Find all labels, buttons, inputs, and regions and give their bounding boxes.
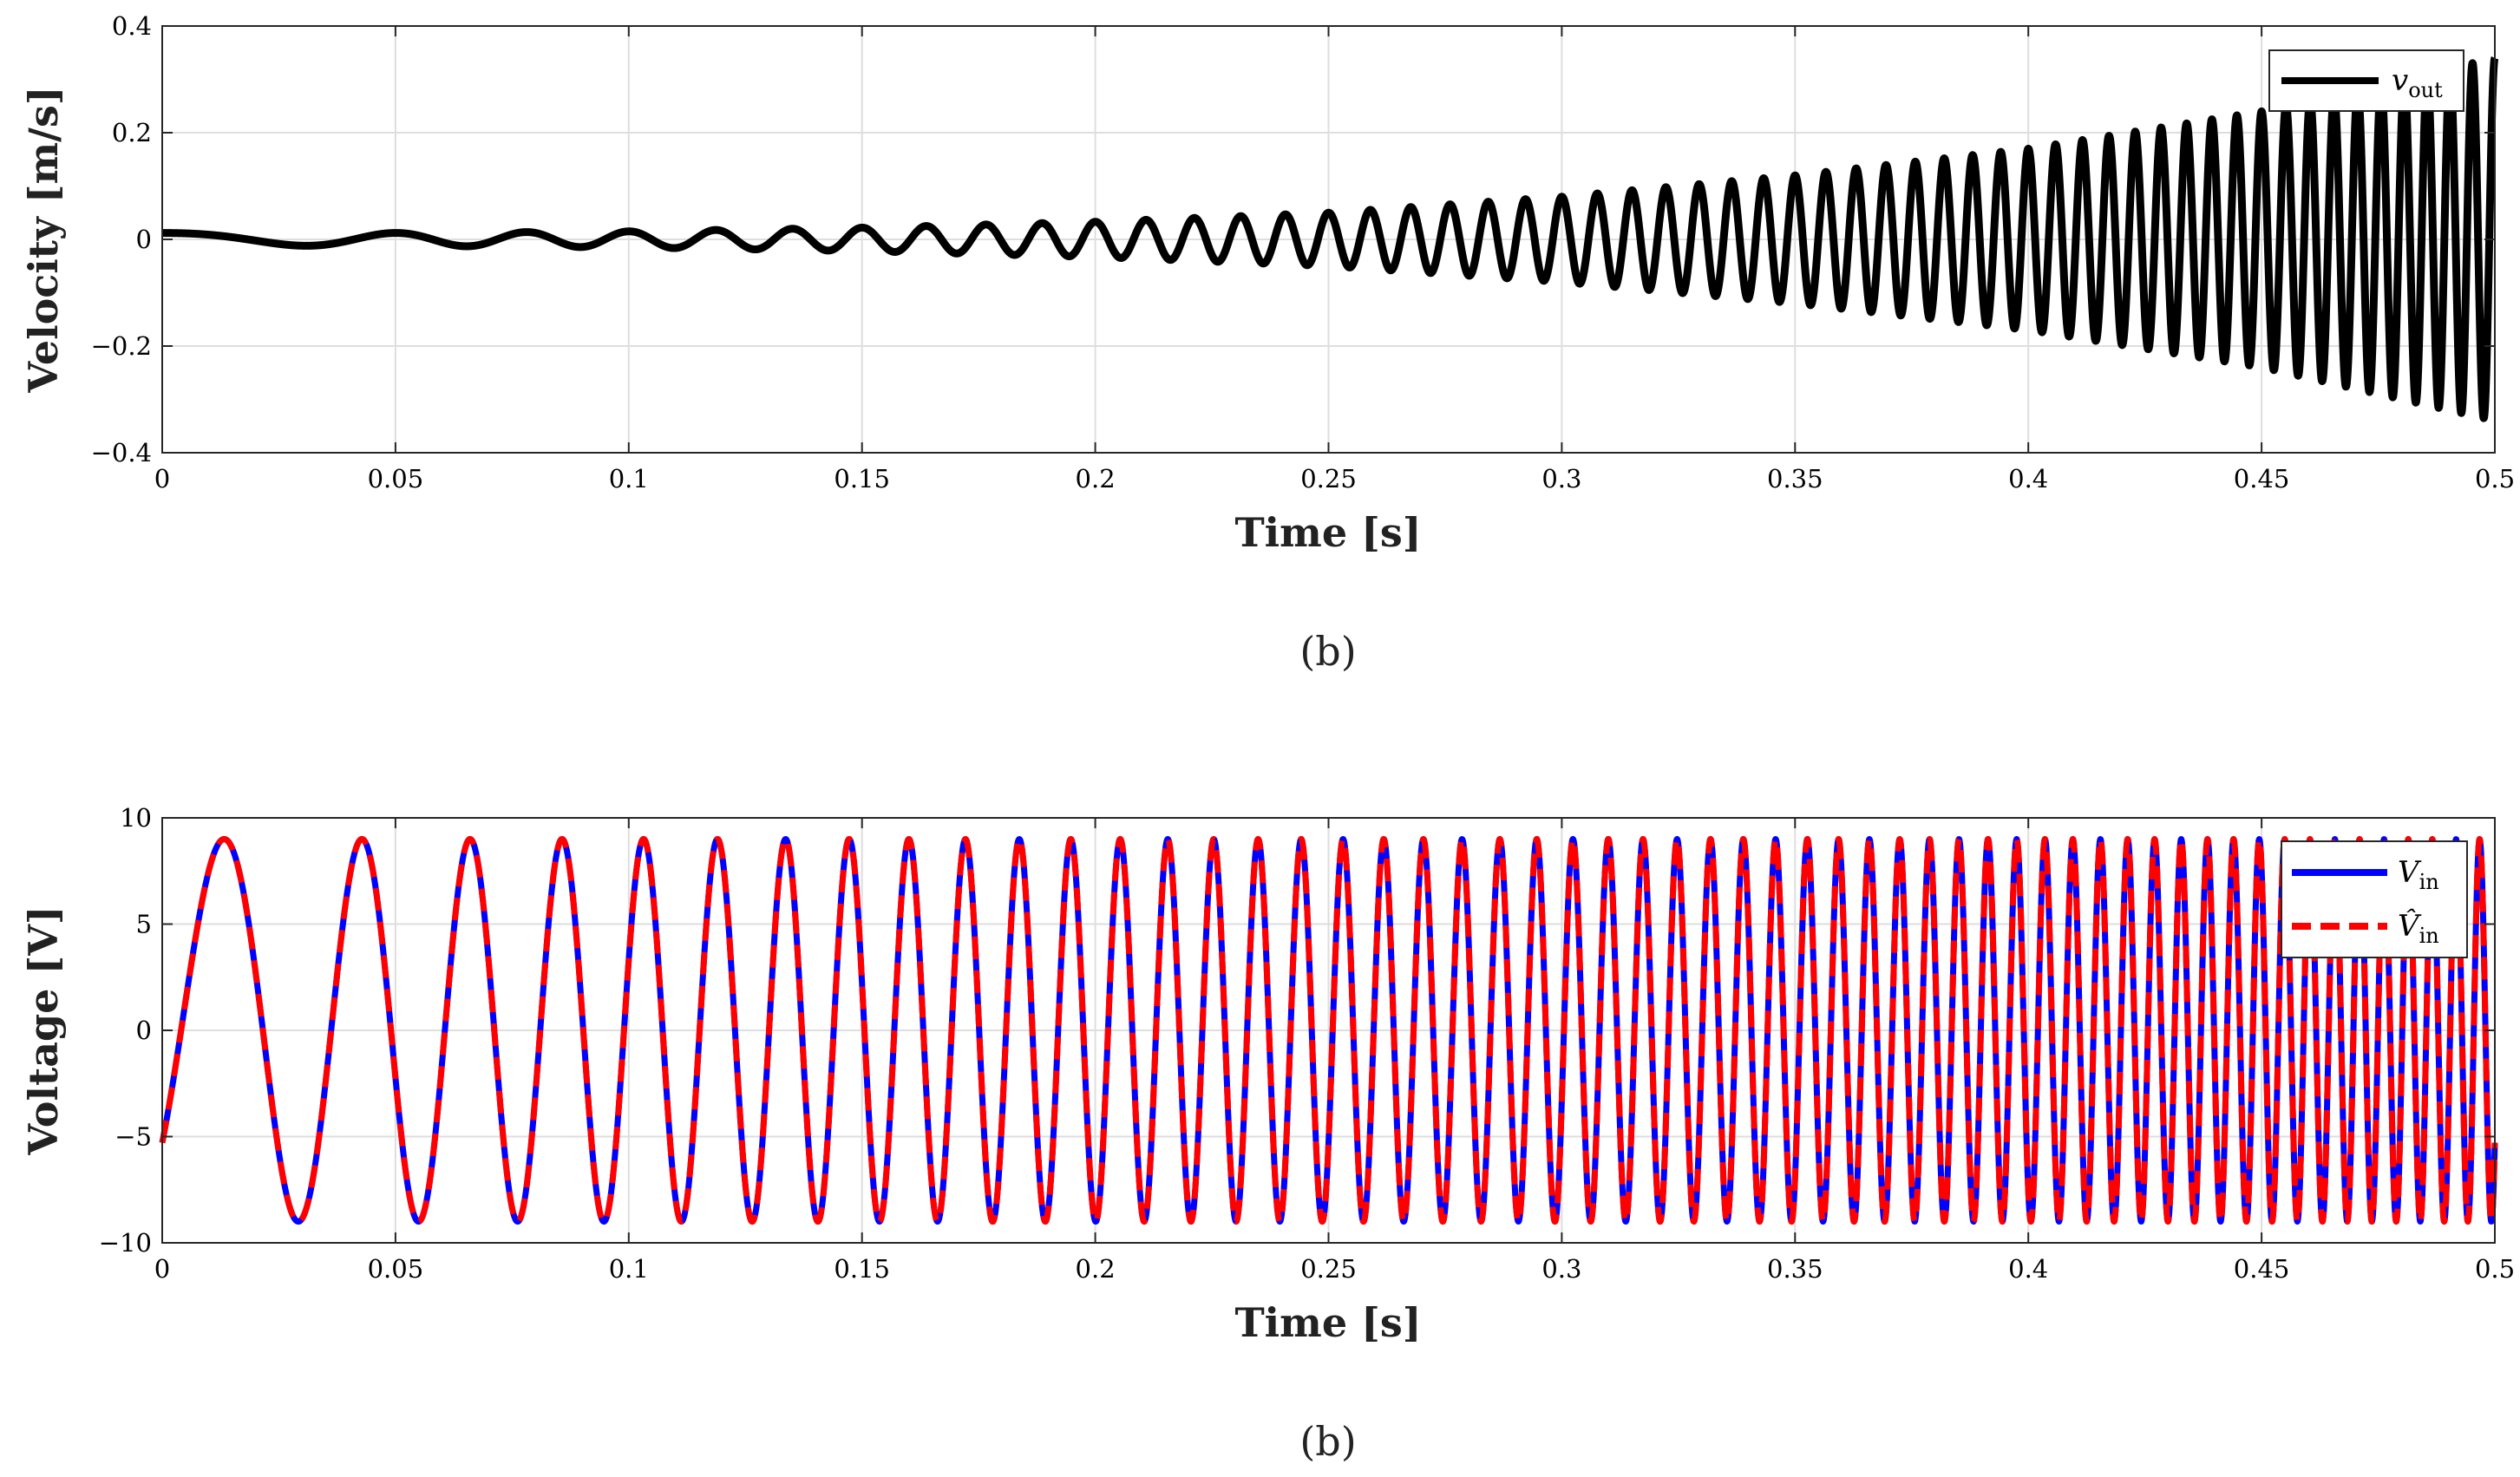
voltage-ytick-label: −10 (99, 1228, 152, 1258)
voltage-chart: 0 0.05 0.1 0.15 0.2 0.25 0.3 0.35 0.4 0.45 0.5 −10 −… (20, 803, 2515, 1465)
voltage-xtick-label: 0.15 (834, 1254, 890, 1284)
velocity-xtick-label: 0.5 (2475, 464, 2515, 493)
voltage-xtick-label: 0.5 (2475, 1254, 2515, 1284)
voltage-xtick-label: 0.35 (1767, 1254, 1823, 1284)
voltage-xtick-label: 0.2 (1076, 1254, 1116, 1284)
velocity-ytick-label: −0.4 (91, 438, 152, 467)
velocity-series-layer (158, 55, 2499, 422)
velocity-series-v-out (158, 55, 2499, 422)
velocity-ytick-label: −0.2 (91, 331, 152, 361)
voltage-tick-labels: 0 0.05 0.1 0.15 0.2 0.25 0.3 0.35 0.4 0.45 0.5 −10 −… (99, 803, 2515, 1284)
voltage-xtick-label: 0.45 (2234, 1254, 2290, 1284)
velocity-xtick-label: 0.2 (1076, 464, 1116, 493)
velocity-xtick-label: 0.05 (368, 464, 424, 493)
voltage-ytick-label: 10 (120, 803, 152, 833)
voltage-xtick-label: 0.4 (2008, 1254, 2048, 1284)
velocity-xtick-label: 0.1 (609, 464, 649, 493)
voltage-legend-box (2281, 840, 2468, 958)
voltage-xtick-label: 0.05 (368, 1254, 424, 1284)
voltage-legend: Vin V̂in (2281, 840, 2468, 958)
voltage-xtick-label: 0.1 (609, 1254, 649, 1284)
velocity-xtick-label: 0.45 (2234, 464, 2290, 493)
velocity-ytick-label: 0.4 (112, 11, 152, 41)
voltage-legend-label-v-in: Vin (2398, 855, 2439, 894)
velocity-chart: 0 0.05 0.1 0.15 0.2 0.25 0.3 0.35 0.4 0.45 0.5 −0.4… (20, 11, 2515, 675)
velocity-xtick-label: 0 (154, 464, 170, 493)
voltage-ylabel: Voltage [V] (20, 905, 67, 1155)
velocity-legend: vout (2268, 49, 2464, 112)
voltage-ytick-label: 0 (136, 1016, 152, 1045)
velocity-xtick-label: 0.25 (1300, 464, 1357, 493)
velocity-ytick-label: 0 (136, 225, 152, 254)
voltage-series-v-in-hat (159, 836, 2498, 1225)
voltage-xtick-label: 0.25 (1300, 1254, 1357, 1284)
voltage-caption: (b) (1299, 1418, 1356, 1465)
velocity-legend-label-v-out: vout (2392, 63, 2443, 102)
velocity-xtick-label: 0.3 (1541, 464, 1581, 493)
voltage-xtick-label: 0.3 (1541, 1254, 1581, 1284)
voltage-series-layer (159, 836, 2498, 1225)
velocity-xtick-label: 0.35 (1767, 464, 1823, 493)
velocity-xtick-label: 0.15 (834, 464, 890, 493)
velocity-xlabel: Time [s] (1234, 509, 1421, 556)
velocity-ylabel: Velocity [m/s] (20, 86, 67, 393)
velocity-ytick-label: 0.2 (112, 118, 152, 147)
voltage-xtick-label: 0 (154, 1254, 170, 1284)
velocity-xtick-label: 0.4 (2008, 464, 2048, 493)
voltage-xlabel: Time [s] (1234, 1299, 1421, 1346)
voltage-ytick-label: 5 (136, 910, 152, 939)
voltage-legend-label-v-in-hat: V̂in (2398, 908, 2439, 948)
velocity-tick-labels: 0 0.05 0.1 0.15 0.2 0.25 0.3 0.35 0.4 0.45 0.5 −0.4… (91, 11, 2515, 493)
velocity-caption: (b) (1299, 628, 1356, 675)
voltage-ytick-label: −5 (115, 1122, 152, 1152)
